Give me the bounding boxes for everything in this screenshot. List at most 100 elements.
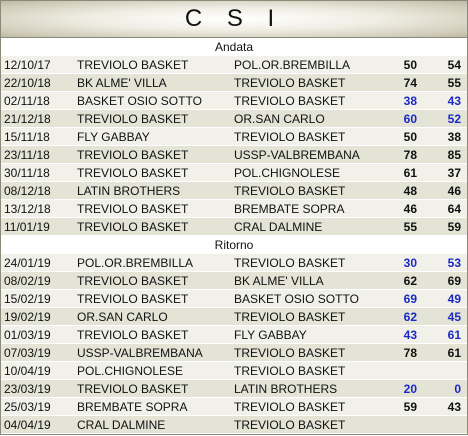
home-team: TREVIOLO BASKET	[74, 379, 231, 398]
panel-header: C S I	[1, 1, 467, 38]
match-date: 01/03/19	[1, 325, 74, 344]
away-team: TREVIOLO BASKET	[231, 73, 381, 92]
home-team: TREVIOLO BASKET	[74, 55, 231, 74]
away-score: 46	[423, 181, 467, 200]
match-date: 11/01/19	[1, 217, 74, 236]
home-score: 55	[381, 217, 423, 236]
match-date: 04/04/19	[1, 415, 74, 434]
away-team: TREVIOLO BASKET	[231, 361, 381, 380]
home-score: 48	[381, 181, 423, 200]
home-score: 59	[381, 397, 423, 416]
section-header-row: Andata	[1, 38, 467, 56]
match-row: 21/12/18 TREVIOLO BASKET OR.SAN CARLO 60 52	[1, 109, 467, 128]
home-team: TREVIOLO BASKET	[74, 325, 231, 344]
away-score: 61	[423, 343, 467, 362]
match-date: 13/12/18	[1, 199, 74, 218]
match-date: 08/02/19	[1, 271, 74, 290]
section-label: Andata	[1, 38, 467, 56]
home-score: 20	[381, 379, 423, 398]
away-score: 0	[423, 379, 467, 398]
home-score: 60	[381, 109, 423, 128]
match-date: 07/03/19	[1, 343, 74, 362]
match-row: 13/12/18 TREVIOLO BASKET BREMBATE SOPRA 46 6…	[1, 199, 467, 218]
home-score: 62	[381, 307, 423, 326]
away-score: 52	[423, 109, 467, 128]
away-score: 64	[423, 199, 467, 218]
match-row: 24/01/19 POL.OR.BREMBILLA TREVIOLO BASKET 3…	[1, 253, 467, 272]
match-row: 10/04/19 POL.CHIGNOLESE TREVIOLO BASKET	[1, 361, 467, 380]
away-team: FLY GABBAY	[231, 325, 381, 344]
home-team: TREVIOLO BASKET	[74, 271, 231, 290]
section-header-row: Ritorno	[1, 235, 467, 254]
away-team: TREVIOLO BASKET	[231, 181, 381, 200]
match-row: 19/02/19 OR.SAN CARLO TREVIOLO BASKET 62 45	[1, 307, 467, 326]
home-score: 78	[381, 145, 423, 164]
away-team: TREVIOLO BASKET	[231, 397, 381, 416]
results-table-body: Andata 12/10/17 TREVIOLO BASKET POL.OR.BREM…	[1, 38, 467, 434]
home-team: CRAL DALMINE	[74, 415, 231, 434]
home-team: USSP-VALBREMBANA	[74, 343, 231, 362]
match-row: 30/11/18 TREVIOLO BASKET POL.CHIGNOLESE 61 3…	[1, 163, 467, 182]
away-team: TREVIOLO BASKET	[231, 307, 381, 326]
away-score: 49	[423, 289, 467, 308]
match-row: 08/12/18 LATIN BROTHERS TREVIOLO BASKET 48 4…	[1, 181, 467, 200]
away-score: 37	[423, 163, 467, 182]
match-date: 12/10/17	[1, 55, 74, 74]
home-score: 50	[381, 127, 423, 146]
match-row: 22/10/18 BK ALME' VILLA TREVIOLO BASKET 74 5…	[1, 73, 467, 92]
away-team: OR.SAN CARLO	[231, 109, 381, 128]
home-team: LATIN BROTHERS	[74, 181, 231, 200]
home-score	[381, 415, 423, 434]
home-team: POL.CHIGNOLESE	[74, 361, 231, 380]
home-score	[381, 361, 423, 380]
away-team: TREVIOLO BASKET	[231, 127, 381, 146]
home-score: 74	[381, 73, 423, 92]
match-row: 11/01/19 TREVIOLO BASKET CRAL DALMINE 55 59	[1, 217, 467, 236]
away-team: POL.OR.BREMBILLA	[231, 55, 381, 74]
match-date: 30/11/18	[1, 163, 74, 182]
home-team: POL.OR.BREMBILLA	[74, 253, 231, 272]
home-score: 62	[381, 271, 423, 290]
away-team: TREVIOLO BASKET	[231, 415, 381, 434]
match-date: 24/01/19	[1, 253, 74, 272]
home-score: 38	[381, 91, 423, 110]
away-score: 69	[423, 271, 467, 290]
home-score: 69	[381, 289, 423, 308]
home-score: 78	[381, 343, 423, 362]
away-score: 59	[423, 217, 467, 236]
home-team: TREVIOLO BASKET	[74, 163, 231, 182]
home-team: TREVIOLO BASKET	[74, 145, 231, 164]
match-row: 08/02/19 TREVIOLO BASKET BK ALME' VILLA 62 6…	[1, 271, 467, 290]
match-row: 01/03/19 TREVIOLO BASKET FLY GABBAY 43 61	[1, 325, 467, 344]
away-score: 55	[423, 73, 467, 92]
away-score: 45	[423, 307, 467, 326]
away-team: POL.CHIGNOLESE	[231, 163, 381, 182]
away-score: 43	[423, 91, 467, 110]
home-score: 61	[381, 163, 423, 182]
home-team: TREVIOLO BASKET	[74, 217, 231, 236]
match-row: 07/03/19 USSP-VALBREMBANA TREVIOLO BASKET 7…	[1, 343, 467, 362]
away-team: USSP-VALBREMBANA	[231, 145, 381, 164]
away-team: BASKET OSIO SOTTO	[231, 289, 381, 308]
away-team: LATIN BROTHERS	[231, 379, 381, 398]
home-team: TREVIOLO BASKET	[74, 109, 231, 128]
match-row: 23/11/18 TREVIOLO BASKET USSP-VALBREMBANA 7…	[1, 145, 467, 164]
match-date: 22/10/18	[1, 73, 74, 92]
match-date: 08/12/18	[1, 181, 74, 200]
away-team: BK ALME' VILLA	[231, 271, 381, 290]
away-score: 43	[423, 397, 467, 416]
home-team: BASKET OSIO SOTTO	[74, 91, 231, 110]
away-score: 38	[423, 127, 467, 146]
match-date: 10/04/19	[1, 361, 74, 380]
match-row: 23/03/19 TREVIOLO BASKET LATIN BROTHERS 20 0	[1, 379, 467, 398]
away-score: 53	[423, 253, 467, 272]
away-score	[423, 361, 467, 380]
home-score: 50	[381, 55, 423, 74]
match-date: 21/12/18	[1, 109, 74, 128]
match-row: 04/04/19 CRAL DALMINE TREVIOLO BASKET	[1, 415, 467, 434]
away-score	[423, 415, 467, 434]
away-team: TREVIOLO BASKET	[231, 343, 381, 362]
away-team: BREMBATE SOPRA	[231, 199, 381, 218]
match-date: 19/02/19	[1, 307, 74, 326]
match-row: 02/11/18 BASKET OSIO SOTTO TREVIOLO BASKET…	[1, 91, 467, 110]
